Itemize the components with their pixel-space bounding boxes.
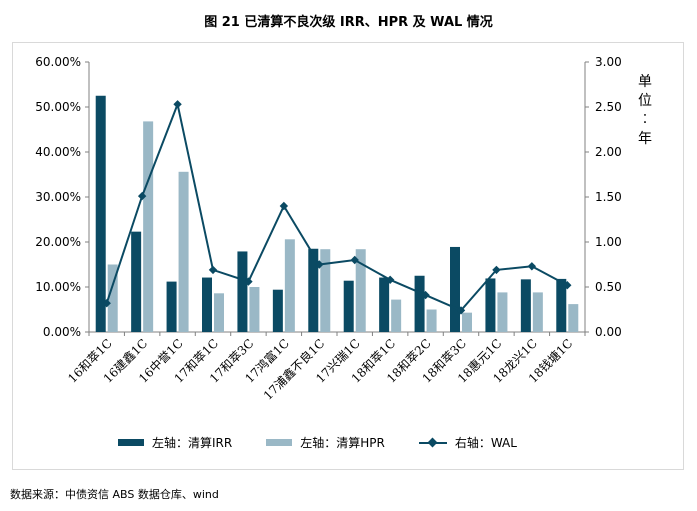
wal-line [105, 100, 568, 312]
wal-point [563, 281, 572, 290]
chart-frame [12, 42, 684, 470]
bar-irr [450, 246, 460, 332]
right-tick-label: 1.50 [595, 190, 622, 204]
right-tick-label: 1.00 [595, 235, 622, 249]
bar-irr [237, 251, 248, 332]
wal-point [102, 299, 111, 308]
right-tick-label: 0.50 [595, 280, 622, 294]
chart-legend: 左轴：清算IRR 左轴：清算HPR 右轴：WAL [118, 434, 551, 451]
bar-hpr [532, 292, 543, 332]
right-tick-label: 2.00 [595, 145, 622, 159]
wal-point [527, 262, 537, 271]
bar-irr [131, 231, 142, 332]
left-tick-label: 10.00% [35, 280, 81, 294]
legend-item-hpr: 左轴：清算HPR [266, 434, 385, 451]
right-axis-unit-char: 年 [638, 131, 652, 147]
x-tick-label: 17浦鑫不良1C [260, 336, 327, 403]
bar-irr [343, 280, 354, 332]
bar-irr [272, 289, 283, 332]
bar-irr [308, 248, 319, 332]
legend-item-irr: 左轴：清算IRR [118, 434, 232, 451]
bar-hpr [462, 312, 472, 332]
left-tick-label: 40.00% [35, 145, 81, 159]
legend-label-wal: 右轴：WAL [454, 436, 517, 450]
chart-title: 图 21 已清算不良次级 IRR、HPR 及 WAL 情况 [204, 15, 493, 30]
wal-point [385, 275, 395, 284]
right-axis-unit-char: 位 [638, 93, 652, 109]
bar-hpr [143, 121, 154, 333]
legend-item-wal: 右轴：WAL [418, 434, 517, 451]
bar-irr [414, 275, 425, 332]
wal-point [492, 265, 501, 275]
bar-hpr [214, 293, 224, 332]
bar-irr [556, 278, 567, 332]
bar-hpr [107, 264, 118, 332]
wal-point [279, 201, 289, 211]
bar-hpr [426, 309, 437, 332]
wal-point [456, 306, 466, 315]
wal-point [350, 255, 359, 265]
bar-hpr [391, 299, 402, 332]
bar-hpr [178, 171, 189, 332]
wal-point [137, 191, 147, 201]
bar-irr [485, 278, 496, 332]
right-tick-label: 0.00 [595, 325, 622, 339]
wal-point [421, 290, 430, 300]
legend-swatch-hpr [266, 439, 293, 446]
wal-point [208, 265, 218, 275]
bar-irr [520, 279, 531, 332]
wal-point [244, 277, 253, 286]
legend-label-irr: 左轴：清算IRR [152, 436, 233, 450]
bar-hpr [568, 304, 579, 332]
bar-hpr [284, 239, 295, 332]
left-tick-label: 60.00% [35, 55, 81, 69]
source-note: 数据来源：中债资信 ABS 数据仓库、wind [10, 488, 219, 501]
left-tick-label: 30.00% [35, 190, 81, 204]
right-axis-unit-char: ︰ [638, 112, 652, 128]
bar-irr [202, 277, 212, 332]
right-tick-label: 2.50 [595, 100, 622, 114]
right-tick-label: 3.00 [595, 55, 622, 69]
left-tick-label: 0.00% [43, 325, 81, 339]
bar-hpr [497, 292, 508, 332]
bar-irr [166, 281, 177, 332]
bar-irr [95, 95, 106, 332]
left-tick-label: 20.00% [35, 235, 81, 249]
bar-hpr [249, 287, 260, 332]
bar-hpr [355, 249, 366, 332]
legend-label-hpr: 左轴：清算HPR [300, 436, 385, 450]
legend-marker-wal [418, 438, 447, 448]
wal-point [315, 260, 324, 269]
bar-hpr [320, 249, 331, 332]
legend-swatch-irr [118, 439, 144, 446]
bar-irr [379, 277, 390, 332]
right-axis-unit-char: 单 [638, 74, 652, 90]
wal-point [173, 100, 182, 109]
left-tick-label: 50.00% [35, 100, 81, 114]
